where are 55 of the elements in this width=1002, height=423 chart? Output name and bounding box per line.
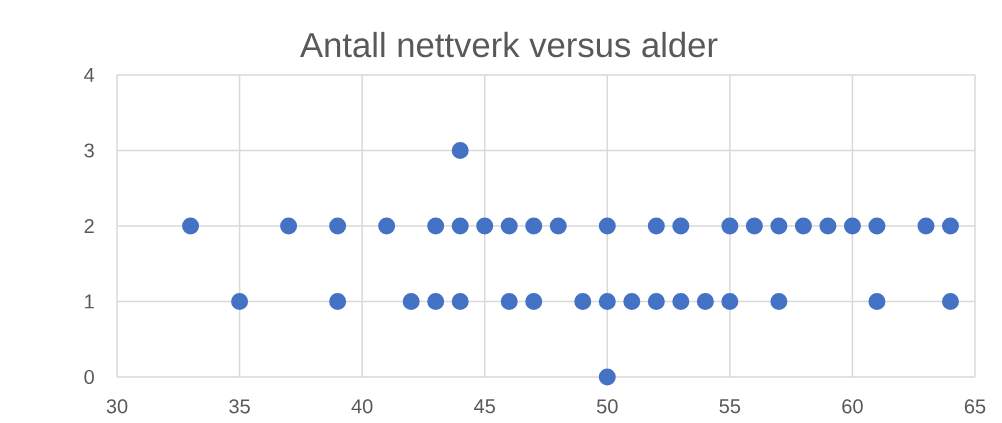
- point: [868, 217, 886, 235]
- chart-title: Antall nettverk versus alder: [300, 31, 718, 58]
- point: [770, 217, 788, 235]
- point: [721, 217, 739, 235]
- y-tick-label: 1: [85, 294, 94, 309]
- point: [329, 292, 347, 310]
- point: [770, 292, 788, 310]
- point: [402, 292, 420, 310]
- point: [696, 292, 714, 310]
- point: [647, 292, 665, 310]
- point: [598, 217, 616, 235]
- point: [672, 217, 690, 235]
- point: [941, 292, 959, 310]
- point: [525, 217, 543, 235]
- point: [182, 217, 200, 235]
- point: [427, 217, 445, 235]
- point: [500, 217, 518, 235]
- point: [623, 292, 641, 310]
- x-tick-label: 35: [229, 399, 250, 414]
- x-tick-label: 40: [351, 399, 373, 414]
- x-tick-label: 30: [106, 399, 128, 414]
- y-tick-label: 2: [84, 219, 94, 233]
- point: [574, 292, 592, 310]
- point: [451, 141, 469, 159]
- point: [231, 292, 249, 310]
- point: [476, 217, 494, 235]
- point: [843, 217, 861, 235]
- y-tick-label: 4: [84, 68, 95, 82]
- point: [451, 217, 469, 235]
- point: [794, 217, 812, 235]
- point: [378, 217, 396, 235]
- point: [598, 292, 616, 310]
- x-tick-label: 50: [596, 399, 618, 414]
- point: [451, 292, 469, 310]
- point: [647, 217, 665, 235]
- point: [500, 292, 518, 310]
- y-tick-label: 0: [84, 369, 94, 385]
- x-tick-label: 65: [964, 399, 986, 414]
- point: [525, 292, 543, 310]
- x-tick-label: 55: [719, 399, 741, 414]
- point: [868, 292, 886, 310]
- point: [941, 217, 959, 235]
- x-tick-label: 60: [842, 399, 863, 414]
- point: [819, 217, 837, 235]
- point: [917, 217, 935, 235]
- x-tick-label: 45: [474, 399, 495, 414]
- point: [280, 217, 298, 235]
- point: [745, 217, 763, 235]
- point: [672, 292, 690, 310]
- point: [427, 292, 445, 310]
- point: [598, 368, 616, 386]
- point: [329, 217, 347, 235]
- y-tick-label: 3: [84, 143, 94, 158]
- point: [549, 217, 567, 235]
- point: [721, 292, 739, 310]
